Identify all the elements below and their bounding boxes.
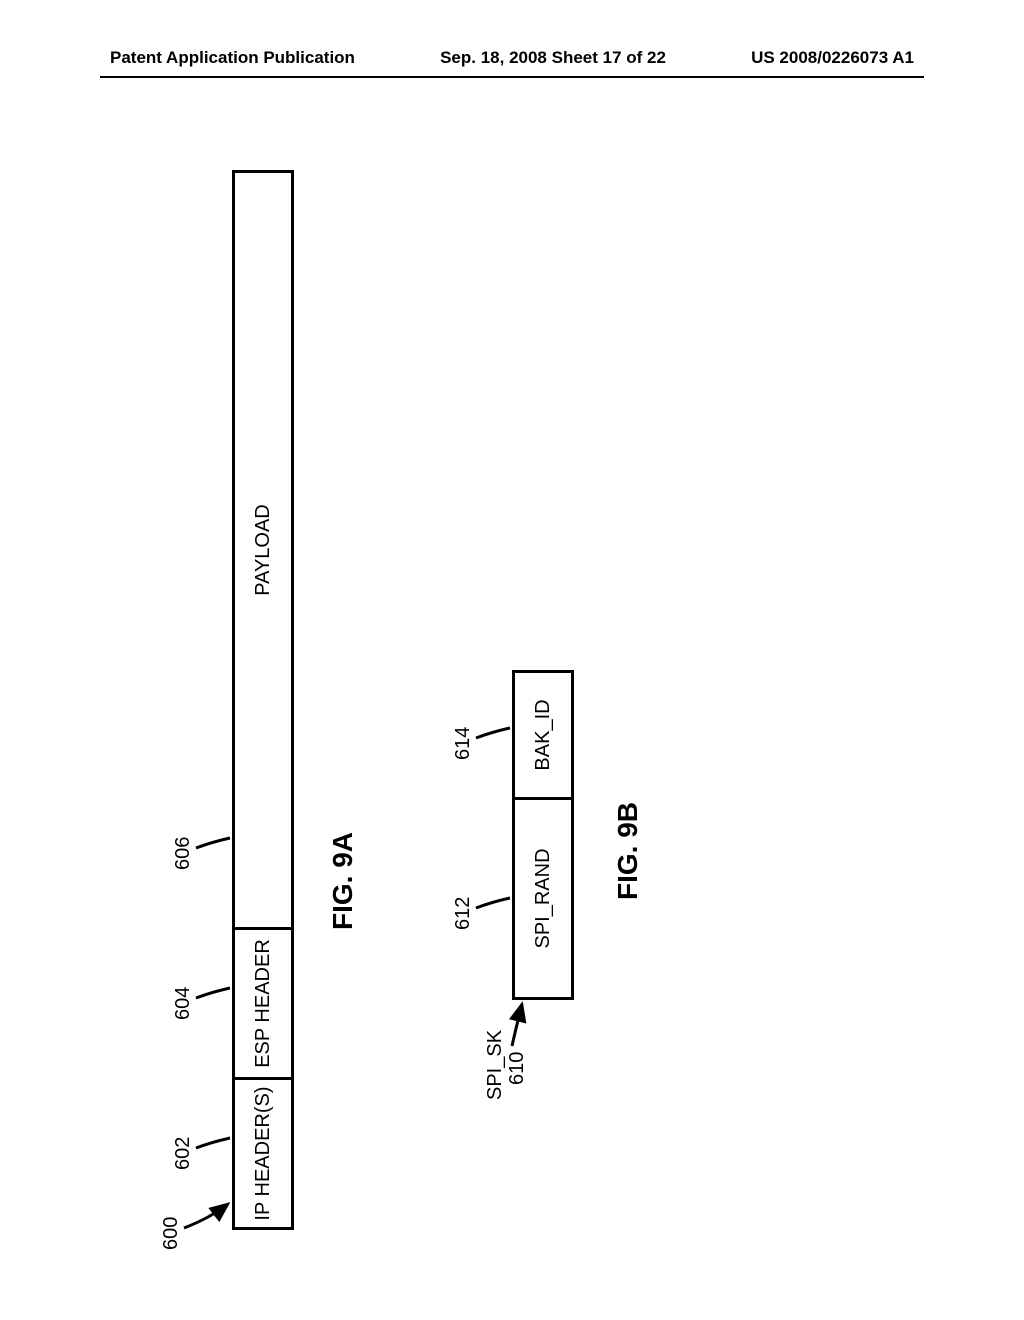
- cell-payload: PAYLOAD: [235, 173, 291, 927]
- ref-604: 604: [172, 987, 195, 1020]
- lead-604: [194, 982, 234, 1002]
- cell-spi-rand: SPI_RAND: [515, 797, 571, 997]
- page-header: Patent Application Publication Sep. 18, …: [0, 48, 1024, 68]
- header-rule: [100, 76, 924, 78]
- ref-614: 614: [452, 727, 475, 760]
- fig9a-caption: FIG. 9A: [327, 832, 359, 930]
- ref-602: 602: [172, 1137, 195, 1170]
- header-right: US 2008/0226073 A1: [751, 48, 914, 68]
- cell-esp-header: ESP HEADER: [235, 927, 291, 1077]
- arrow-600: [180, 1192, 235, 1232]
- ref-612: 612: [452, 897, 475, 930]
- drawing-stage: 600 602 604 606 IP HEADER(S) ESP HEADER …: [132, 150, 892, 1250]
- fig9a-packet: IP HEADER(S) ESP HEADER PAYLOAD: [232, 170, 294, 1230]
- ref-606: 606: [172, 837, 195, 870]
- fig9b-struct: SPI_RAND BAK_ID: [512, 670, 574, 1000]
- cell-ip-header: IP HEADER(S): [235, 1077, 291, 1227]
- arrow-610: [492, 995, 532, 1050]
- header-mid: Sep. 18, 2008 Sheet 17 of 22: [440, 48, 666, 68]
- lead-614: [474, 722, 514, 742]
- cell-bak-id: BAK_ID: [515, 673, 571, 797]
- fig9b-caption: FIG. 9B: [612, 802, 644, 900]
- lead-606: [194, 832, 234, 852]
- lead-602: [194, 1132, 234, 1152]
- header-left: Patent Application Publication: [110, 48, 355, 68]
- ref-610: 610: [506, 1052, 529, 1085]
- lead-612: [474, 892, 514, 912]
